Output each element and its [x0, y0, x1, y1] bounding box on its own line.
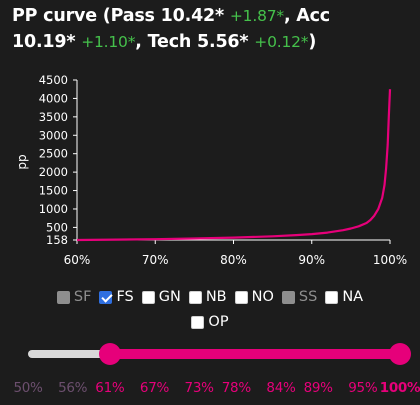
y-tick-label: 500: [46, 220, 68, 234]
slider-mark-label: 50%: [13, 380, 43, 396]
y-tick-label: 2500: [39, 147, 68, 161]
slider-mark-label: 78%: [221, 380, 251, 396]
acc-value: 10.19*: [12, 32, 76, 52]
mod-gn-label: GN: [158, 289, 181, 305]
x-tick-label: 60%: [64, 253, 91, 267]
pp-curve-line: [76, 89, 392, 242]
mod-no-checkbox[interactable]: NO: [234, 289, 274, 305]
slider-mark-label: 67%: [139, 380, 170, 396]
mod-nb-label: NB: [205, 289, 227, 305]
tech-label: , Tech: [135, 32, 198, 52]
slider-min-handle[interactable]: [98, 343, 121, 365]
x-tick-label: 70%: [142, 253, 169, 267]
slider-mark-label: 56%: [58, 380, 88, 396]
mods-row-1: SF FS GN NB NO SS NA: [0, 289, 420, 305]
y-tick-label: 4500: [39, 73, 68, 87]
mod-op-label: OP: [208, 314, 229, 330]
mod-na-label: NA: [342, 289, 364, 305]
checkbox-box[interactable]: [234, 290, 248, 304]
title-suffix: ): [308, 32, 317, 52]
x-tick-label: 100%: [373, 253, 407, 267]
checkbox-box[interactable]: [99, 290, 113, 304]
checkbox-box[interactable]: [188, 290, 202, 304]
checkbox-box[interactable]: [191, 315, 205, 329]
y-axis-label: pp: [15, 154, 29, 169]
acc-label: , Acc: [283, 6, 330, 26]
slider-mark-label: 84%: [266, 380, 296, 396]
pass-value: 10.42*: [160, 6, 225, 26]
mod-fs-checkbox[interactable]: FS: [99, 289, 134, 305]
slider-mark-label: 61%: [95, 380, 125, 396]
slider-mark-label: 100%: [379, 380, 420, 396]
title-prefix: PP curve (Pass: [12, 6, 161, 26]
slider-mark-label: 73%: [184, 380, 214, 396]
y-tick-label: 1000: [39, 202, 68, 216]
mod-sf-checkbox: SF: [56, 289, 92, 305]
x-tick-label: 80%: [220, 253, 247, 267]
mod-nb-checkbox[interactable]: NB: [188, 289, 227, 305]
mod-gn-checkbox[interactable]: GN: [141, 289, 181, 305]
chart-title: PP curve (Pass 10.42* +1.87*, Acc 10.19* …: [12, 3, 412, 55]
tech-delta: +0.12*: [254, 33, 309, 51]
slider-mark-label: 89%: [303, 380, 333, 396]
y-tick-label: 3000: [39, 128, 68, 142]
slider-marks: 50% 56% 61% 67% 73% 78% 84% 89% 95% 100%: [0, 380, 420, 400]
y-tick-label: 1500: [39, 184, 68, 198]
slider-mark-label: 95%: [348, 380, 378, 396]
acc-delta: +1.10*: [81, 33, 136, 51]
checkbox-box[interactable]: [141, 290, 155, 304]
checkbox-box: [281, 290, 295, 304]
mod-ss-label: SS: [298, 289, 318, 305]
mod-ss-checkbox: SS: [281, 289, 318, 305]
y-tick-label: 4000: [39, 91, 68, 105]
checkbox-box: [56, 290, 70, 304]
tech-value: 5.56*: [197, 32, 249, 52]
slider-selected-track[interactable]: [104, 349, 400, 359]
series-layer: [76, 89, 392, 242]
accuracy-range-slider[interactable]: [28, 343, 411, 365]
y-tick-label: 3500: [39, 110, 68, 124]
mods-row-2: OP: [0, 314, 420, 330]
x-axis: 60% 70% 80% 90% 100%: [64, 239, 407, 267]
slider-max-handle[interactable]: [389, 343, 411, 365]
mod-no-label: NO: [251, 289, 274, 305]
checkbox-box[interactable]: [325, 290, 339, 304]
mod-op-checkbox[interactable]: OP: [191, 314, 229, 330]
x-tick-label: 90%: [298, 253, 325, 267]
pass-delta: +1.87*: [229, 7, 284, 25]
y-tick-label: 2000: [39, 165, 68, 179]
mod-fs-label: FS: [116, 289, 134, 305]
mod-sf-label: SF: [73, 289, 92, 305]
mod-na-checkbox[interactable]: NA: [325, 289, 363, 305]
y-tick-label: 158: [46, 233, 68, 247]
